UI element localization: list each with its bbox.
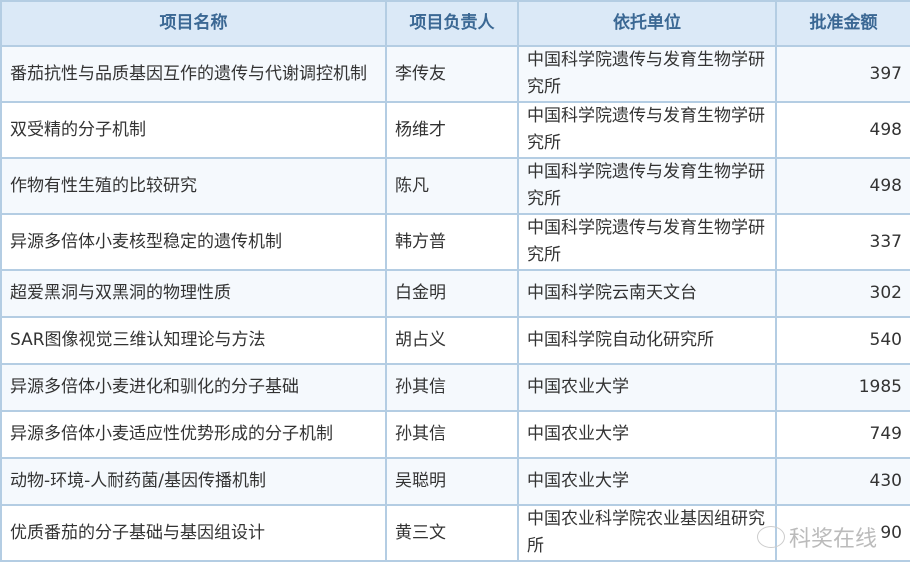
watermark-text: 科奖在线	[789, 527, 878, 552]
unit-cell: 中国科学院云南天文台	[517, 269, 777, 318]
amount-cell: 498	[775, 101, 910, 159]
leader-cell: 韩方普	[385, 213, 519, 271]
header-leader: 项目负责人	[385, 0, 519, 47]
leader-cell: 杨维才	[385, 101, 519, 159]
table-row: 异源多倍体小麦进化和驯化的分子基础 孙其信 中国农业大学 1985	[0, 363, 910, 412]
leader-cell: 白金明	[385, 269, 519, 318]
header-unit: 依托单位	[517, 0, 777, 47]
header-amount: 批准金额	[775, 0, 910, 47]
unit-cell: 中国农业大学	[517, 457, 777, 506]
project-name-cell: 异源多倍体小麦适应性优势形成的分子机制	[0, 410, 387, 459]
watermark: 科奖在线	[757, 521, 877, 553]
amount-cell: 498	[775, 157, 910, 215]
projects-table: 项目名称 项目负责人 依托单位 批准金额 番茄抗性与品质基因互作的遗传与代谢调控…	[0, 0, 910, 562]
unit-cell: 中国科学院自动化研究所	[517, 316, 777, 365]
unit-cell: 中国农业大学	[517, 363, 777, 412]
unit-cell: 中国农业科学院农业基因组研究所	[517, 504, 777, 562]
project-name-cell: 番茄抗性与品质基因互作的遗传与代谢调控机制	[0, 45, 387, 103]
leader-cell: 孙其信	[385, 410, 519, 459]
amount-cell: 337	[775, 213, 910, 271]
header-row: 项目名称 项目负责人 依托单位 批准金额	[0, 0, 910, 47]
amount-cell: 430	[775, 457, 910, 506]
table-row: SAR图像视觉三维认知理论与方法 胡占义 中国科学院自动化研究所 540	[0, 316, 910, 365]
leader-cell: 李传友	[385, 45, 519, 103]
table-row: 作物有性生殖的比较研究 陈凡 中国科学院遗传与发育生物学研究所 498	[0, 157, 910, 215]
leader-cell: 黄三文	[385, 504, 519, 562]
project-name-cell: 动物-环境-人耐药菌/基因传播机制	[0, 457, 387, 506]
project-name-cell: 作物有性生殖的比较研究	[0, 157, 387, 215]
unit-cell: 中国农业大学	[517, 410, 777, 459]
table-row: 异源多倍体小麦核型稳定的遗传机制 韩方普 中国科学院遗传与发育生物学研究所 337	[0, 213, 910, 271]
table-row: 优质番茄的分子基础与基因组设计 黄三文 中国农业科学院农业基因组研究所 90	[0, 504, 910, 562]
table-row: 超爱黑洞与双黑洞的物理性质 白金明 中国科学院云南天文台 302	[0, 269, 910, 318]
leader-cell: 孙其信	[385, 363, 519, 412]
amount-cell: 302	[775, 269, 910, 318]
amount-cell: 397	[775, 45, 910, 103]
project-name-cell: SAR图像视觉三维认知理论与方法	[0, 316, 387, 365]
table-row: 番茄抗性与品质基因互作的遗传与代谢调控机制 李传友 中国科学院遗传与发育生物学研究所…	[0, 45, 910, 103]
table-row: 动物-环境-人耐药菌/基因传播机制 吴聪明 中国农业大学 430	[0, 457, 910, 506]
amount-cell: 540	[775, 316, 910, 365]
header-project-name: 项目名称	[0, 0, 387, 47]
wechat-logo-icon	[757, 526, 785, 548]
leader-cell: 陈凡	[385, 157, 519, 215]
project-name-cell: 异源多倍体小麦核型稳定的遗传机制	[0, 213, 387, 271]
project-name-cell: 双受精的分子机制	[0, 101, 387, 159]
project-name-cell: 超爱黑洞与双黑洞的物理性质	[0, 269, 387, 318]
table-row: 异源多倍体小麦适应性优势形成的分子机制 孙其信 中国农业大学 749	[0, 410, 910, 459]
leader-cell: 胡占义	[385, 316, 519, 365]
leader-cell: 吴聪明	[385, 457, 519, 506]
unit-cell: 中国科学院遗传与发育生物学研究所	[517, 101, 777, 159]
amount-cell: 1985	[775, 363, 910, 412]
project-name-cell: 优质番茄的分子基础与基因组设计	[0, 504, 387, 562]
amount-cell: 90	[775, 504, 910, 562]
amount-cell: 749	[775, 410, 910, 459]
unit-cell: 中国科学院遗传与发育生物学研究所	[517, 45, 777, 103]
project-name-cell: 异源多倍体小麦进化和驯化的分子基础	[0, 363, 387, 412]
unit-cell: 中国科学院遗传与发育生物学研究所	[517, 157, 777, 215]
table-row: 双受精的分子机制 杨维才 中国科学院遗传与发育生物学研究所 498	[0, 101, 910, 159]
unit-cell: 中国科学院遗传与发育生物学研究所	[517, 213, 777, 271]
